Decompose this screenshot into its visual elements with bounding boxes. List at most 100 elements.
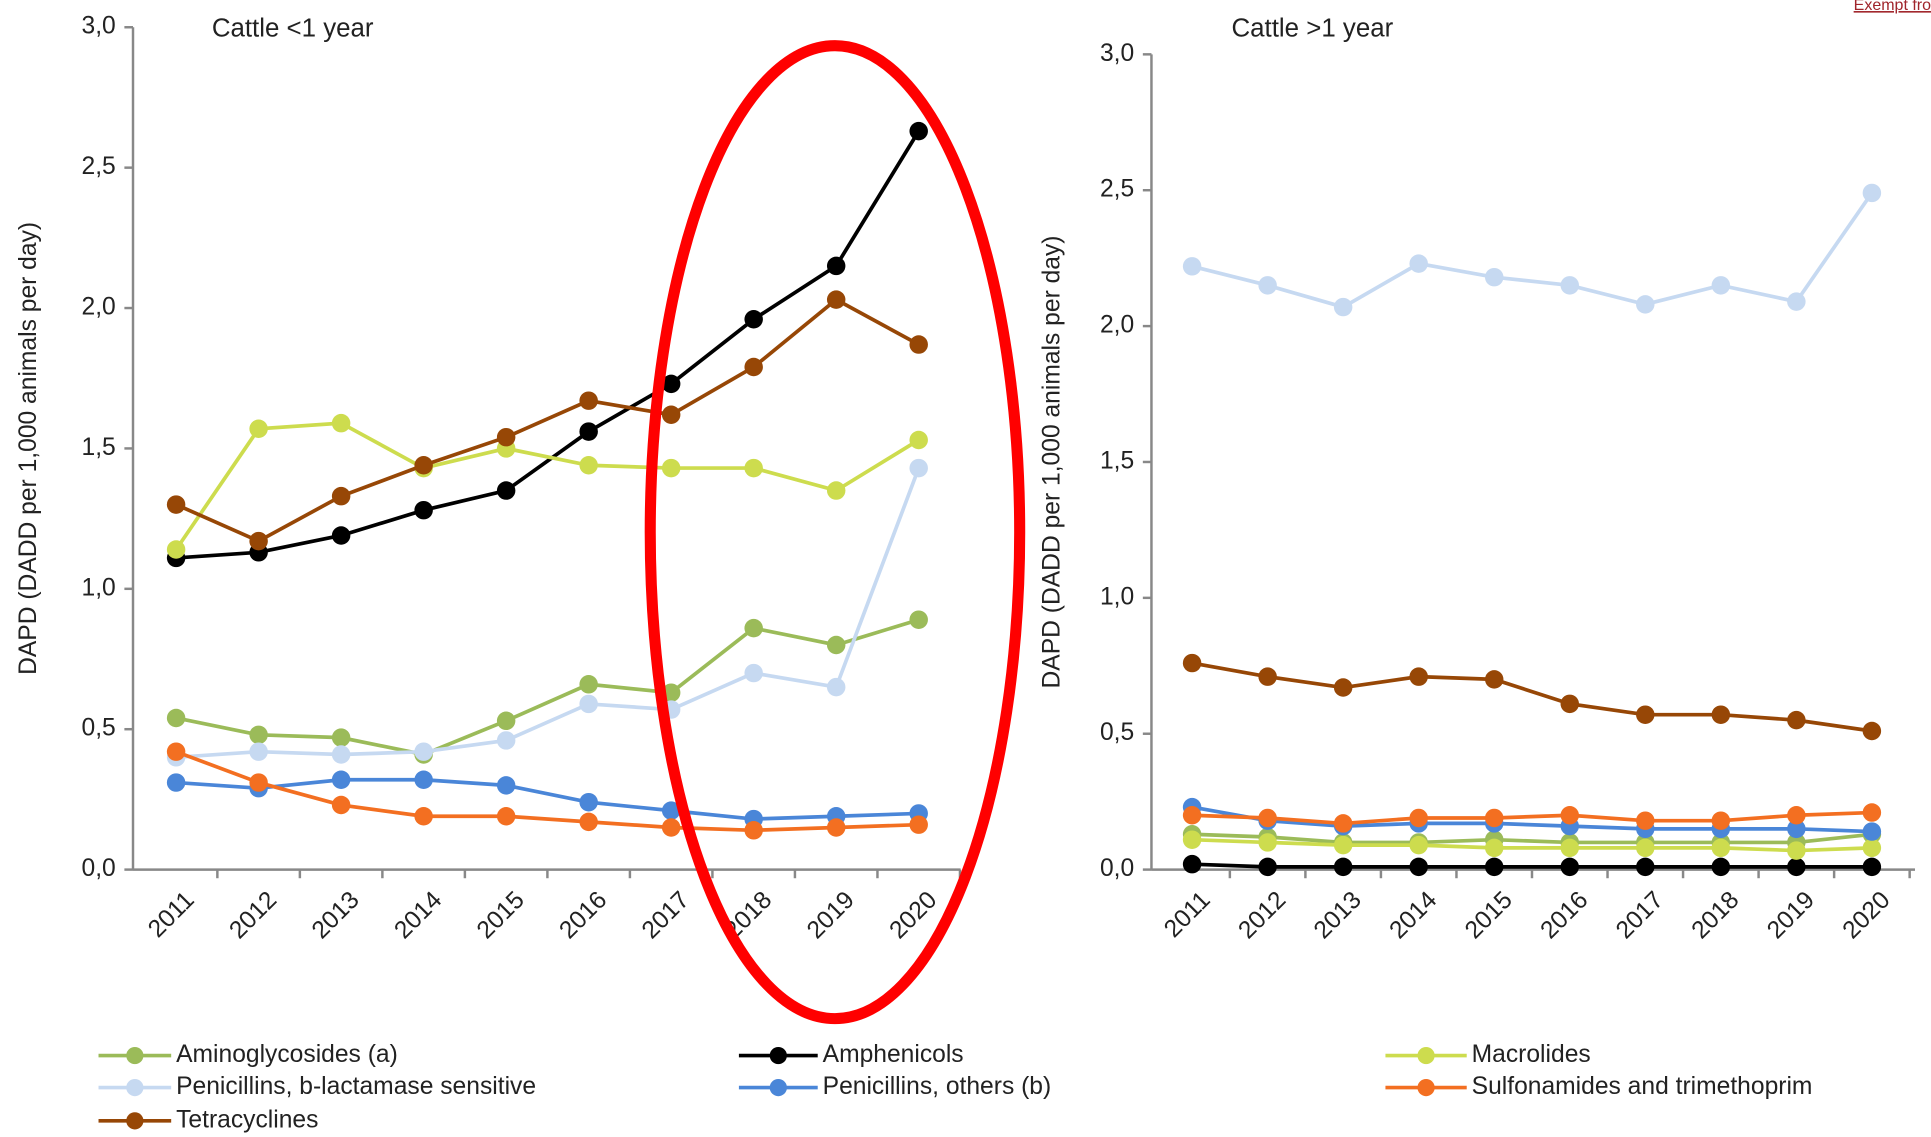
data-point xyxy=(579,792,598,812)
y-tick-label: 0,0 xyxy=(1100,855,1134,882)
data-point xyxy=(1862,183,1882,203)
data-point xyxy=(496,776,516,795)
y-tick-label: 2,0 xyxy=(82,294,116,321)
data-point xyxy=(579,391,598,410)
data-point xyxy=(496,481,516,500)
data-point xyxy=(909,458,928,478)
data-point xyxy=(249,419,268,439)
y-tick-label: 0,0 xyxy=(82,855,116,882)
data-point xyxy=(1787,710,1806,730)
data-point xyxy=(1258,808,1277,828)
data-point xyxy=(826,481,846,500)
data-point xyxy=(744,821,763,840)
x-tick-label: 2012 xyxy=(224,886,282,944)
data-point xyxy=(166,742,186,761)
highlight-ellipse xyxy=(644,40,1026,1025)
data-point xyxy=(1787,806,1806,825)
data-point xyxy=(1409,254,1428,273)
data-point xyxy=(1862,721,1882,741)
data-point xyxy=(661,801,681,820)
series-line xyxy=(175,749,919,833)
header-link[interactable]: Exempt fro xyxy=(1854,0,1931,14)
data-point xyxy=(1409,835,1428,855)
data-point xyxy=(331,728,351,747)
x-tick-label: 2015 xyxy=(472,886,530,944)
data-point xyxy=(249,742,268,761)
x-tick-label: 2014 xyxy=(1384,886,1442,944)
x-tick-label: 2016 xyxy=(554,886,612,944)
series-line xyxy=(174,421,920,551)
series-line xyxy=(1191,805,1872,834)
x-tick-label: 2017 xyxy=(1611,886,1669,944)
x-tick-label: 2012 xyxy=(1233,886,1291,944)
chart-title: Cattle <1 year xyxy=(212,15,374,43)
y-tick-label: 1,5 xyxy=(1100,447,1134,474)
data-point xyxy=(414,500,433,520)
data-point xyxy=(661,374,681,394)
data-point xyxy=(1258,857,1277,877)
x-tick-label: 2013 xyxy=(307,886,365,944)
data-point xyxy=(1560,838,1579,858)
y-tick-label: 3,0 xyxy=(1100,40,1134,67)
data-point xyxy=(414,770,433,789)
legend-label: Sulfonamides and trimethoprim xyxy=(1472,1073,1813,1100)
legend-marker xyxy=(769,1046,787,1065)
data-point xyxy=(331,770,351,789)
data-point xyxy=(1560,857,1579,877)
series-line xyxy=(1192,832,1873,845)
data-point xyxy=(744,310,763,329)
data-point xyxy=(1787,857,1806,877)
x-tick-label: 2019 xyxy=(1762,886,1820,944)
data-point xyxy=(909,610,928,629)
data-point xyxy=(1182,806,1202,825)
legend-label: Aminoglycosides (a) xyxy=(176,1041,398,1068)
data-point xyxy=(331,795,351,815)
data-point xyxy=(249,725,268,745)
legend-label: Penicillins, b-lactamase sensitive xyxy=(176,1073,536,1100)
data-point xyxy=(1711,276,1731,295)
legend-marker xyxy=(1417,1046,1435,1065)
series-line xyxy=(1191,191,1874,310)
data-point xyxy=(1711,838,1731,858)
data-point xyxy=(331,413,351,433)
x-tick-label: 2016 xyxy=(1536,886,1594,944)
legend-label: Amphenicols xyxy=(823,1041,964,1068)
data-point xyxy=(414,807,433,826)
series-line xyxy=(175,130,921,560)
legend-marker xyxy=(126,1112,144,1130)
y-tick-label: 1,0 xyxy=(1100,583,1134,610)
data-point xyxy=(1862,857,1882,877)
data-point xyxy=(909,815,928,834)
data-point xyxy=(1258,833,1277,852)
x-tick-label: 2013 xyxy=(1309,886,1367,944)
chart-title: Cattle >1 year xyxy=(1232,15,1394,43)
y-tick-label: 1,0 xyxy=(82,574,116,601)
data-point xyxy=(909,335,928,354)
data-point xyxy=(1711,811,1731,830)
data-point xyxy=(1182,257,1202,276)
legend-marker xyxy=(126,1078,144,1097)
data-point xyxy=(579,675,598,694)
data-point xyxy=(826,256,846,276)
data-point xyxy=(1787,819,1806,839)
y-tick-label: 2,0 xyxy=(1100,312,1134,339)
data-point xyxy=(331,526,351,545)
data-point xyxy=(826,677,846,697)
data-point xyxy=(1409,808,1428,828)
series-line xyxy=(175,777,919,821)
data-point xyxy=(166,708,186,728)
series-line xyxy=(1192,862,1872,869)
data-point xyxy=(1409,857,1428,877)
y-tick-label: 1,5 xyxy=(82,434,116,461)
data-point xyxy=(249,531,268,551)
legend-marker xyxy=(126,1046,144,1065)
y-tick-label: 3,0 xyxy=(82,13,116,40)
y-tick-label: 2,5 xyxy=(1100,176,1134,203)
data-point xyxy=(166,495,186,514)
legend-label: Penicillins, others (b) xyxy=(823,1073,1052,1100)
x-tick-label: 2018 xyxy=(1687,886,1745,944)
data-point xyxy=(1333,857,1353,877)
data-point xyxy=(1333,814,1353,833)
data-point xyxy=(1711,705,1731,724)
